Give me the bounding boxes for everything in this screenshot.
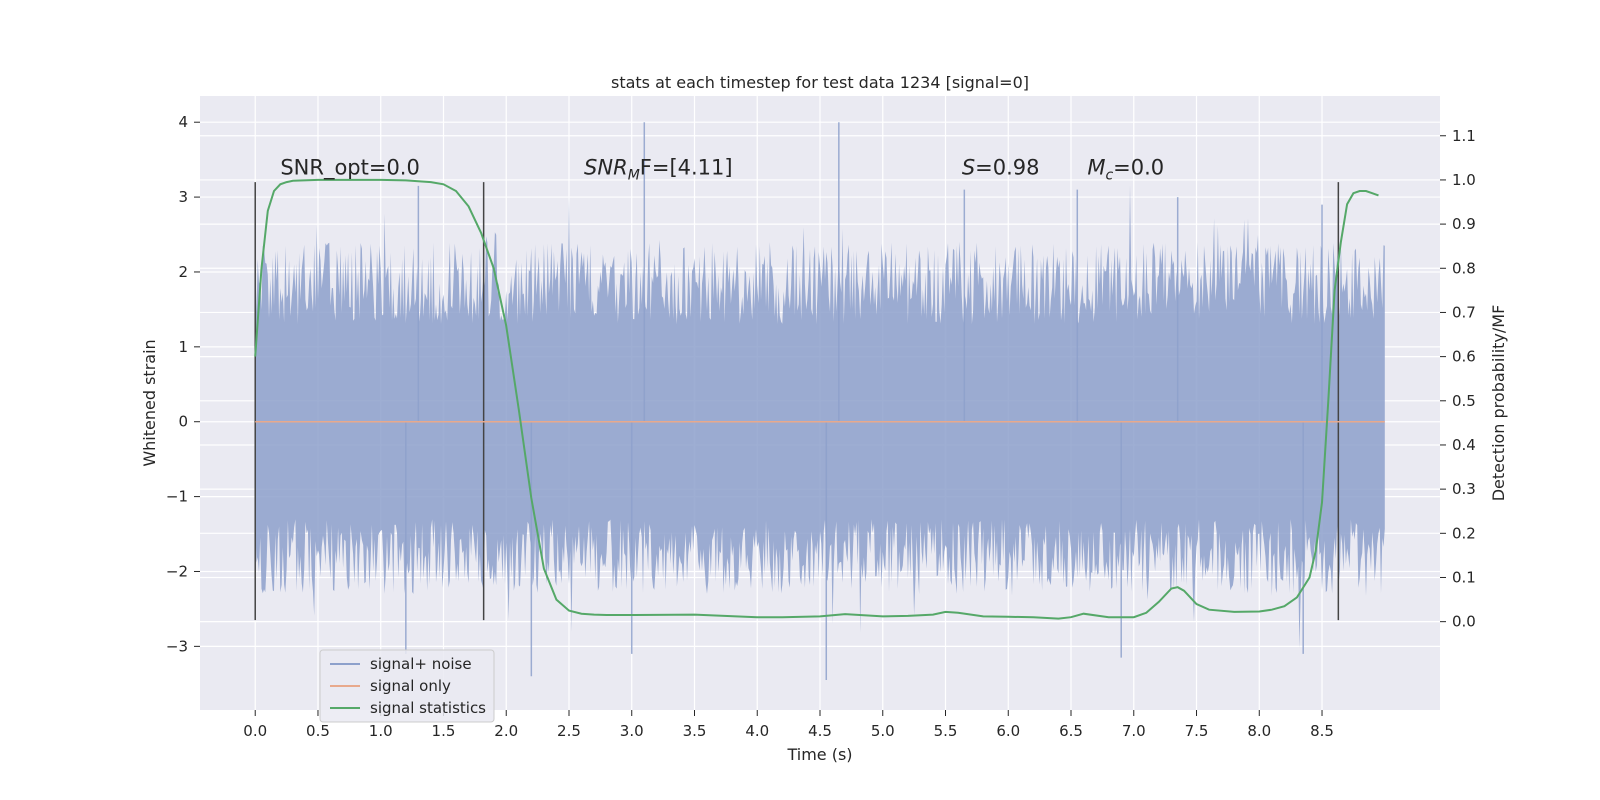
legend: signal+ noise signal only signal statist… bbox=[319, 649, 495, 723]
noise-spikes bbox=[405, 122, 1323, 681]
x-tick-label: 4.0 bbox=[745, 722, 769, 740]
legend-label-signal-only: signal only bbox=[370, 677, 451, 695]
x-tick-label: 4.5 bbox=[808, 722, 832, 740]
x-axis-label: Time (s) bbox=[786, 745, 852, 764]
y2-tick-label: 0.4 bbox=[1452, 436, 1476, 454]
x-tick-label: 6.0 bbox=[996, 722, 1020, 740]
y2-tick-label: 0.8 bbox=[1452, 259, 1476, 277]
y2-axis-ticks: 0.0 0.1 0.2 0.3 0.4 0.5 0.6 0.7 0.8 0.9 1.0 1.1 bbox=[1440, 127, 1476, 631]
x-tick-label: 2.5 bbox=[557, 722, 581, 740]
x-tick-label: 3.0 bbox=[620, 722, 644, 740]
y-tick-label: 2 bbox=[178, 263, 188, 281]
signal-statistics-line bbox=[254, 178, 1379, 620]
y-tick-label: −2 bbox=[166, 562, 188, 580]
x-axis-ticks: 0.0 0.5 1.0 1.5 2.0 2.5 3.0 3.5 4.0 4.5 5.0 5.5 6.0 6… bbox=[243, 710, 1334, 740]
x-tick-label: 8.0 bbox=[1247, 722, 1271, 740]
legend-label-signal-noise: signal+ noise bbox=[370, 655, 472, 673]
y-tick-label: −1 bbox=[166, 488, 188, 506]
x-tick-label: 5.5 bbox=[934, 722, 958, 740]
y-axis-ticks: −3 −2 −1 0 1 2 3 4 bbox=[166, 113, 200, 655]
y-tick-label: 1 bbox=[178, 338, 188, 356]
x-tick-label: 5.0 bbox=[871, 722, 895, 740]
y-tick-label: 3 bbox=[178, 188, 188, 206]
annotation-s: S=0.98 bbox=[962, 156, 1040, 180]
x-tick-label: 0.5 bbox=[306, 722, 330, 740]
y2-tick-label: 0.2 bbox=[1452, 524, 1476, 542]
x-tick-label: 1.5 bbox=[432, 722, 456, 740]
y-tick-label: 4 bbox=[178, 113, 188, 131]
y2-axis-label: Detection probability/MF bbox=[1489, 305, 1508, 502]
x-tick-label: 2.0 bbox=[494, 722, 518, 740]
x-tick-label: 1.0 bbox=[369, 722, 393, 740]
x-tick-label: 8.5 bbox=[1310, 722, 1334, 740]
x-tick-label: 7.0 bbox=[1122, 722, 1146, 740]
y2-tick-label: 0.1 bbox=[1452, 568, 1476, 586]
y2-tick-label: 0.6 bbox=[1452, 348, 1476, 366]
chart-title: stats at each timestep for test data 123… bbox=[611, 73, 1029, 92]
y2-tick-label: 0.0 bbox=[1452, 613, 1476, 631]
annotation-mc: Mc=0.0 bbox=[1087, 156, 1164, 184]
y2-tick-label: 0.5 bbox=[1452, 392, 1476, 410]
legend-label-signal-statistics: signal statistics bbox=[370, 699, 486, 717]
y2-tick-label: 0.7 bbox=[1452, 303, 1476, 321]
annotation-snr-mf: SNRMF=[4.11] bbox=[584, 156, 733, 184]
annotation-snr-opt: SNR_opt=0.0 bbox=[280, 156, 420, 181]
x-tick-label: 0.0 bbox=[243, 722, 267, 740]
x-tick-label: 7.5 bbox=[1185, 722, 1209, 740]
x-tick-label: 6.5 bbox=[1059, 722, 1083, 740]
y2-tick-label: 1.0 bbox=[1452, 171, 1476, 189]
x-tick-label: 3.5 bbox=[683, 722, 707, 740]
y-tick-label: 0 bbox=[178, 413, 188, 431]
y-axis-label: Whitened strain bbox=[140, 339, 159, 466]
y-tick-label: −3 bbox=[166, 637, 188, 655]
y2-tick-label: 0.3 bbox=[1452, 480, 1476, 498]
y2-tick-label: 0.9 bbox=[1452, 215, 1476, 233]
y2-tick-label: 1.1 bbox=[1452, 127, 1476, 145]
